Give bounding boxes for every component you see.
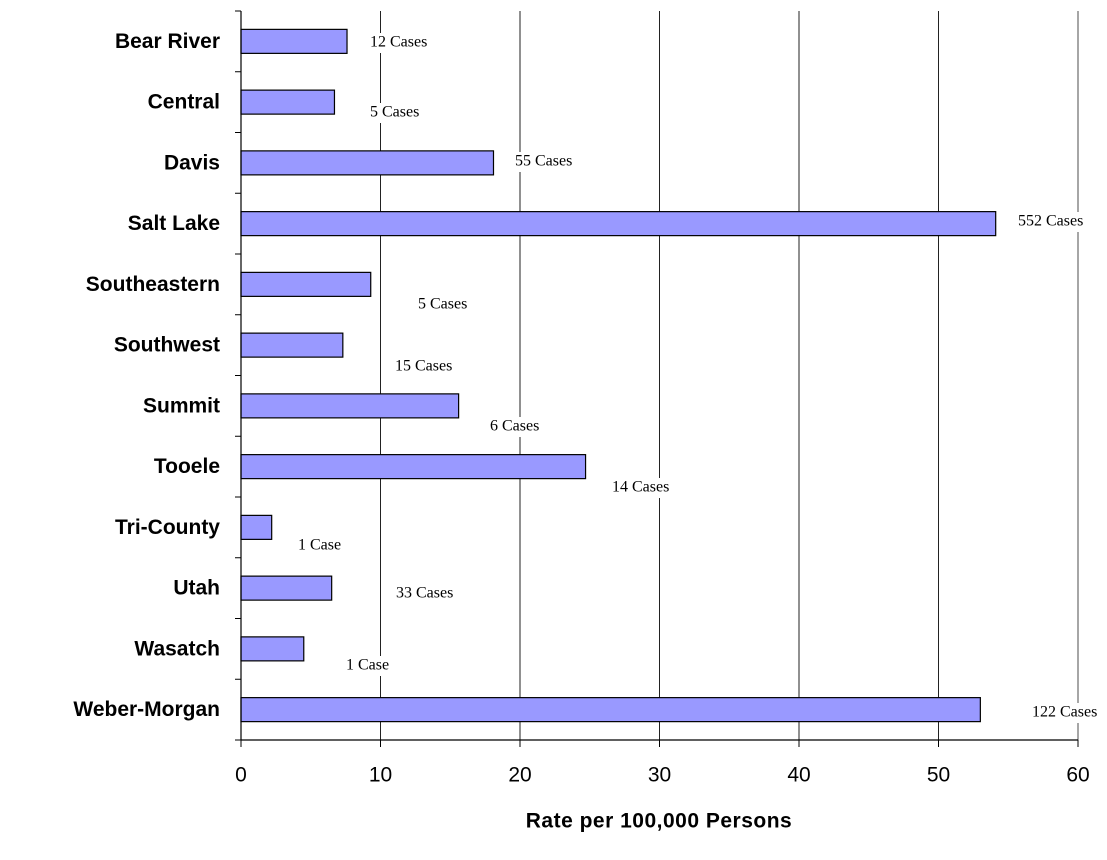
annotation-background	[1029, 703, 1101, 723]
data-annotation: 15 Cases	[395, 358, 452, 375]
x-tick-label: 40	[787, 764, 810, 787]
bar	[240, 575, 333, 601]
y-tick-label: Southwest	[114, 334, 220, 357]
x-tick-label: 0	[235, 764, 247, 787]
bar	[240, 150, 495, 176]
annotation-background	[367, 33, 431, 53]
annotation-background	[343, 656, 393, 676]
x-tick-label: 50	[927, 764, 950, 787]
y-tick-label: Salt Lake	[128, 212, 220, 235]
y-tick-label: Southeastern	[86, 273, 220, 296]
data-annotation: 1 Case	[298, 537, 341, 554]
annotation-background	[295, 536, 345, 556]
y-tick-label: Utah	[173, 577, 220, 600]
data-annotation: 5 Cases	[418, 296, 467, 313]
annotation-background	[367, 103, 423, 123]
bar	[240, 28, 348, 54]
x-tick-label: 30	[648, 764, 671, 787]
y-tick-label: Weber-Morgan	[73, 698, 220, 721]
data-annotation: 33 Cases	[396, 585, 453, 602]
bar	[240, 271, 372, 297]
data-annotation: 552 Cases	[1018, 213, 1083, 230]
x-tick-label: 10	[369, 764, 392, 787]
data-annotation: 5 Cases	[370, 104, 419, 121]
bar	[240, 211, 997, 237]
bar	[240, 636, 305, 662]
data-annotation: 122 Cases	[1032, 704, 1097, 721]
y-tick-label: Bear River	[115, 30, 220, 53]
y-tick-label: Davis	[164, 151, 220, 174]
x-tick-label: 60	[1066, 764, 1089, 787]
data-annotation: 55 Cases	[515, 153, 572, 170]
bar	[240, 454, 587, 480]
annotation-background	[415, 295, 471, 315]
annotation-background	[392, 357, 456, 377]
y-tick-label: Summit	[143, 394, 220, 417]
y-tick-label: Central	[148, 91, 220, 114]
y-tick-label: Tri-County	[115, 516, 220, 539]
x-axis-title: Rate per 100,000 Persons	[526, 810, 792, 833]
annotation-background	[487, 417, 543, 437]
x-tick-label: 20	[508, 764, 531, 787]
bar	[240, 89, 336, 115]
data-annotation: 12 Cases	[370, 34, 427, 51]
annotation-background	[393, 584, 457, 604]
annotation-background	[512, 152, 576, 172]
bar	[240, 332, 344, 358]
data-annotation: 14 Cases	[612, 479, 669, 496]
bar	[240, 393, 460, 419]
data-annotation: 6 Cases	[490, 418, 539, 435]
annotation-background	[609, 478, 673, 498]
y-tick-label: Tooele	[154, 455, 220, 478]
annotation-background	[1015, 212, 1087, 232]
bar	[240, 514, 273, 540]
data-annotation: 1 Case	[346, 657, 389, 674]
y-tick-label: Wasatch	[134, 637, 220, 660]
bar	[240, 697, 981, 723]
